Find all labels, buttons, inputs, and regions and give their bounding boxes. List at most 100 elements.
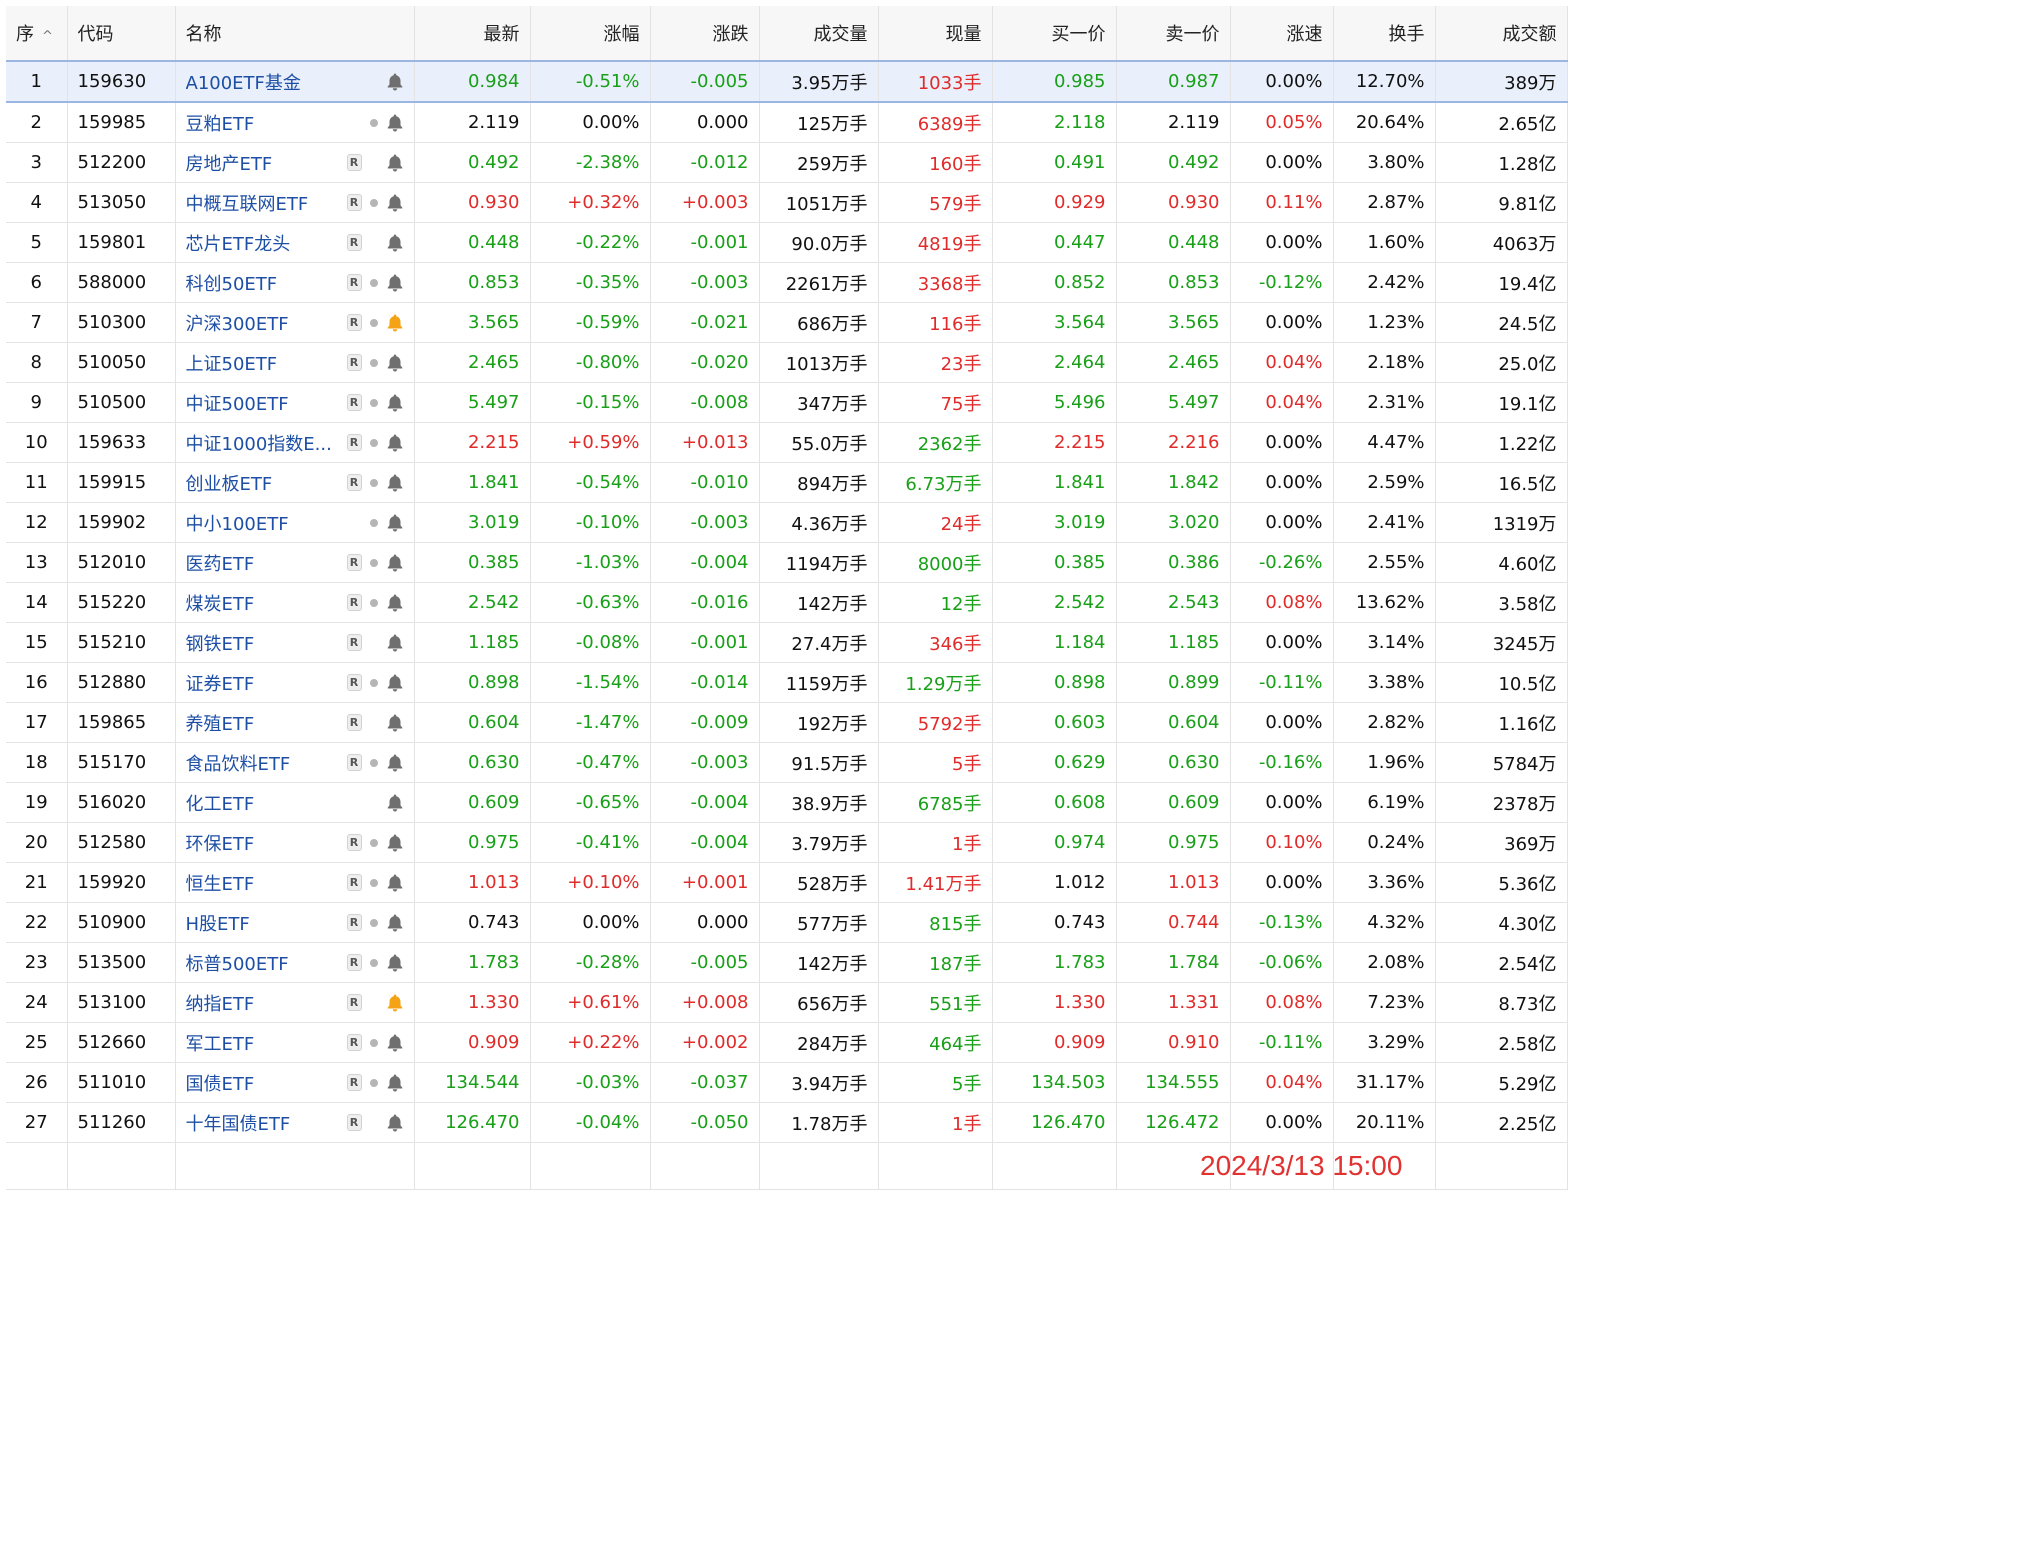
bell-icon[interactable] [386, 433, 404, 453]
table-row[interactable]: 10 159633 中证1000指数E... R 2.215 +0.59% +0.013 55… [6, 422, 1568, 463]
cell-name[interactable]: 化工ETF [175, 782, 415, 823]
etf-name-link[interactable]: 食品饮料ETF [185, 753, 291, 775]
bell-icon[interactable] [386, 873, 404, 893]
cell-name[interactable]: H股ETF R [175, 902, 415, 943]
cell-name[interactable]: 中概互联网ETF R [175, 182, 415, 223]
table-row[interactable]: 1 159630 A100ETF基金 0.984 -0.51% -0.005 3.95万手 1… [6, 60, 1568, 103]
header-pct[interactable]: 涨幅 [530, 6, 651, 62]
etf-name-link[interactable]: 十年国债ETF [185, 1113, 291, 1135]
etf-name-link[interactable]: 房地产ETF [185, 153, 273, 175]
table-row[interactable]: 18 515170 食品饮料ETF R 0.630 -0.47% -0.003 91.5万手 5… [6, 742, 1568, 783]
bell-icon[interactable] [386, 673, 404, 693]
table-row[interactable]: 14 515220 煤炭ETF R 2.542 -0.63% -0.016 142万手 12手 2… [6, 582, 1568, 623]
header-bid1[interactable]: 买一价 [992, 6, 1117, 62]
bell-icon[interactable] [386, 513, 404, 533]
table-row[interactable]: 13 512010 医药ETF R 0.385 -1.03% -0.004 1194万手 800… [6, 542, 1568, 583]
etf-name-link[interactable]: 芯片ETF龙头 [185, 233, 291, 255]
cell-name[interactable]: 沪深300ETF R [175, 302, 415, 343]
etf-name-link[interactable]: 煤炭ETF [185, 593, 255, 615]
cell-name[interactable]: 军工ETF R [175, 1022, 415, 1063]
bell-icon[interactable] [386, 1033, 404, 1053]
header-code[interactable]: 代码 [67, 6, 176, 62]
bell-icon[interactable] [386, 553, 404, 573]
bell-icon[interactable] [386, 593, 404, 613]
bell-icon[interactable] [386, 113, 404, 133]
table-row[interactable]: 19 516020 化工ETF 0.609 -0.65% -0.004 38.9万手 6785… [6, 782, 1568, 823]
bell-alert-active-icon[interactable] [386, 993, 404, 1013]
bell-icon[interactable] [386, 1113, 404, 1133]
etf-name-link[interactable]: 创业板ETF [185, 473, 273, 495]
cell-name[interactable]: 国债ETF R [175, 1062, 415, 1103]
etf-name-link[interactable]: 证券ETF [185, 673, 255, 695]
etf-name-link[interactable]: 纳指ETF [185, 993, 255, 1015]
etf-name-link[interactable]: H股ETF [185, 913, 250, 935]
bell-alert-active-icon[interactable] [386, 313, 404, 333]
bell-icon[interactable] [386, 1073, 404, 1093]
bell-icon[interactable] [386, 633, 404, 653]
table-row[interactable]: 8 510050 上证50ETF R 2.465 -0.80% -0.020 1013万手 23… [6, 342, 1568, 383]
header-seq[interactable]: 序 ^ [6, 6, 68, 62]
table-row[interactable]: 25 512660 军工ETF R 0.909 +0.22% +0.002 284万手 464手… [6, 1022, 1568, 1063]
cell-name[interactable]: 纳指ETF R [175, 982, 415, 1023]
table-row[interactable]: 24 513100 纳指ETF R 1.330 +0.61% +0.008 656万手 551手… [6, 982, 1568, 1023]
table-row[interactable]: 6 588000 科创50ETF R 0.853 -0.35% -0.003 2261万手 33… [6, 262, 1568, 303]
etf-name-link[interactable]: 中小100ETF [185, 513, 289, 535]
etf-name-link[interactable]: 医药ETF [185, 553, 255, 575]
etf-name-link[interactable]: 化工ETF [185, 793, 255, 815]
table-row[interactable]: 21 159920 恒生ETF R 1.013 +0.10% +0.001 528万手 1.41… [6, 862, 1568, 903]
table-row[interactable]: 16 512880 证券ETF R 0.898 -1.54% -0.014 1159万手 1.2… [6, 662, 1568, 703]
table-row[interactable]: 15 515210 钢铁ETF R 1.185 -0.08% -0.001 27.4万手 346… [6, 622, 1568, 663]
cell-name[interactable]: 上证50ETF R [175, 342, 415, 383]
header-name[interactable]: 名称 [175, 6, 415, 62]
bell-icon[interactable] [386, 913, 404, 933]
header-speed[interactable]: 涨速 [1230, 6, 1334, 62]
cell-name[interactable]: 医药ETF R [175, 542, 415, 583]
bell-icon[interactable] [386, 953, 404, 973]
cell-name[interactable]: 豆粕ETF [175, 102, 415, 143]
cell-name[interactable]: 标普500ETF R [175, 942, 415, 983]
cell-name[interactable]: A100ETF基金 [175, 60, 415, 103]
table-row[interactable]: 2 159985 豆粕ETF 2.119 0.00% 0.000 125万手 6389手 2.1… [6, 102, 1568, 143]
etf-name-link[interactable]: 恒生ETF [185, 873, 255, 895]
table-row[interactable]: 11 159915 创业板ETF R 1.841 -0.54% -0.010 894万手 6.7… [6, 462, 1568, 503]
header-ask1[interactable]: 卖一价 [1116, 6, 1231, 62]
bell-icon[interactable] [386, 193, 404, 213]
etf-name-link[interactable]: 中证1000指数E... [185, 433, 332, 455]
cell-name[interactable]: 证券ETF R [175, 662, 415, 703]
header-latest[interactable]: 最新 [414, 6, 531, 62]
cell-name[interactable]: 房地产ETF R [175, 142, 415, 183]
cell-name[interactable]: 芯片ETF龙头 R [175, 222, 415, 263]
header-amount[interactable]: 成交额 [1435, 6, 1568, 62]
etf-name-link[interactable]: A100ETF基金 [185, 72, 301, 94]
cell-name[interactable]: 环保ETF R [175, 822, 415, 863]
cell-name[interactable]: 恒生ETF R [175, 862, 415, 903]
table-row[interactable]: 3 512200 房地产ETF R 0.492 -2.38% -0.012 259万手 160手… [6, 142, 1568, 183]
header-volume[interactable]: 成交量 [759, 6, 879, 62]
etf-name-link[interactable]: 科创50ETF [185, 273, 278, 295]
table-row[interactable]: 20 512580 环保ETF R 0.975 -0.41% -0.004 3.79万手 1手 0… [6, 822, 1568, 863]
cell-name[interactable]: 煤炭ETF R [175, 582, 415, 623]
etf-name-link[interactable]: 中概互联网ETF [185, 193, 309, 215]
sort-ascending-icon[interactable]: ^ [42, 29, 53, 44]
cell-name[interactable]: 钢铁ETF R [175, 622, 415, 663]
cell-name[interactable]: 十年国债ETF R [175, 1102, 415, 1143]
bell-icon[interactable] [386, 793, 404, 813]
bell-icon[interactable] [386, 72, 404, 92]
bell-icon[interactable] [386, 273, 404, 293]
bell-icon[interactable] [386, 713, 404, 733]
header-current[interactable]: 现量 [878, 6, 993, 62]
table-row[interactable]: 7 510300 沪深300ETF R 3.565 -0.59% -0.021 686万手 11… [6, 302, 1568, 343]
etf-name-link[interactable]: 标普500ETF [185, 953, 289, 975]
etf-name-link[interactable]: 沪深300ETF [185, 313, 289, 335]
cell-name[interactable]: 科创50ETF R [175, 262, 415, 303]
cell-name[interactable]: 食品饮料ETF R [175, 742, 415, 783]
table-row[interactable]: 12 159902 中小100ETF 3.019 -0.10% -0.003 4.36万手 2… [6, 502, 1568, 543]
table-row[interactable]: 4 513050 中概互联网ETF R 0.930 +0.32% +0.003 1051万手 5… [6, 182, 1568, 223]
cell-name[interactable]: 中小100ETF [175, 502, 415, 543]
etf-name-link[interactable]: 国债ETF [185, 1073, 255, 1095]
bell-icon[interactable] [386, 473, 404, 493]
header-turnover[interactable]: 换手 [1333, 6, 1436, 62]
table-row[interactable]: 9 510500 中证500ETF R 5.497 -0.15% -0.008 347万手 75… [6, 382, 1568, 423]
etf-name-link[interactable]: 中证500ETF [185, 393, 289, 415]
bell-icon[interactable] [386, 393, 404, 413]
